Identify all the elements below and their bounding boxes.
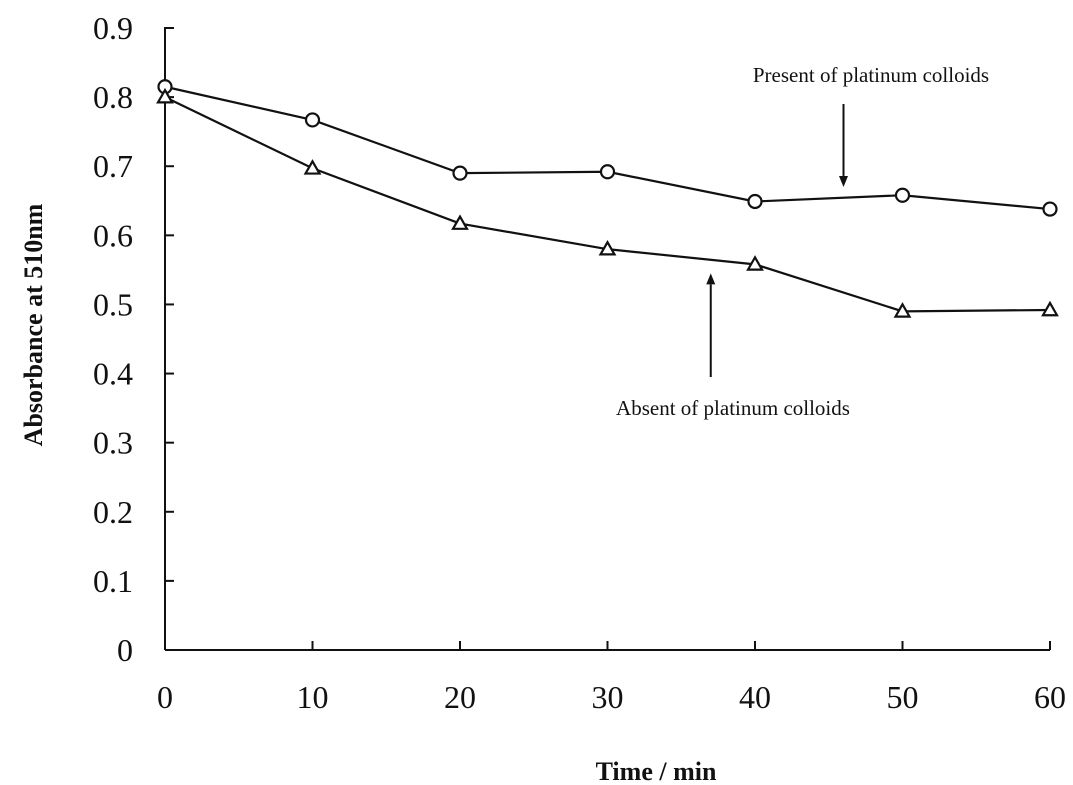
y-tick-label: 0.8 [93,79,133,115]
triangle-point [451,214,469,230]
x-tick-label: 50 [887,679,919,715]
y-axis-title: Absorbance at 510nm [19,203,48,446]
y-tick-label: 0.1 [93,563,133,599]
arrow-head [839,175,848,187]
x-ticks: 0 10 20 30 40 50 60 [157,641,1066,715]
y-tick-label: 0.4 [93,356,133,392]
series-circle [157,79,1058,217]
y-ticks: 0 0.1 0.2 0.3 0.4 0.5 0.6 0.7 0.8 0.9 [93,10,174,668]
x-axis-title: Time / min [596,757,717,785]
triangle-point [303,159,322,175]
series-triangle [156,87,1059,318]
x-tick-label: 30 [592,679,624,715]
series-group [156,79,1059,318]
triangle-point [893,302,912,318]
triangle-point [746,255,764,271]
y-tick-label: 0 [117,632,133,668]
y-tick-label: 0.6 [93,217,133,253]
x-tick-label: 60 [1034,679,1066,715]
y-tick-label: 0.5 [93,286,133,322]
y-tick-label: 0.2 [93,494,133,530]
x-tick-label: 10 [297,679,329,715]
x-tick-label: 0 [157,679,173,715]
triangle-point [156,87,174,104]
y-tick-label: 0.9 [93,10,133,46]
circle-point [304,112,321,128]
circle-point [894,187,911,203]
y-tick-label: 0.7 [93,148,133,184]
triangle-point [1041,300,1059,317]
axes [164,27,1050,651]
x-tick-label: 20 [444,679,476,715]
annotation-label: Present of platinum colloids [753,63,989,87]
x-tick-label: 40 [739,679,771,715]
annotations: Present of platinum colloids Absent of pl… [616,63,989,420]
triangle-point [598,239,617,256]
circle-point [599,164,616,180]
circle-point [1042,201,1058,217]
circle-point [452,165,468,181]
arrow-head [706,273,716,285]
y-tick-label: 0.3 [93,425,133,461]
annotation-label: Absent of platinum colloids [616,396,850,420]
series-line-triangle [164,96,1051,313]
circle-point [747,193,763,210]
series-line-circle [164,85,1051,211]
